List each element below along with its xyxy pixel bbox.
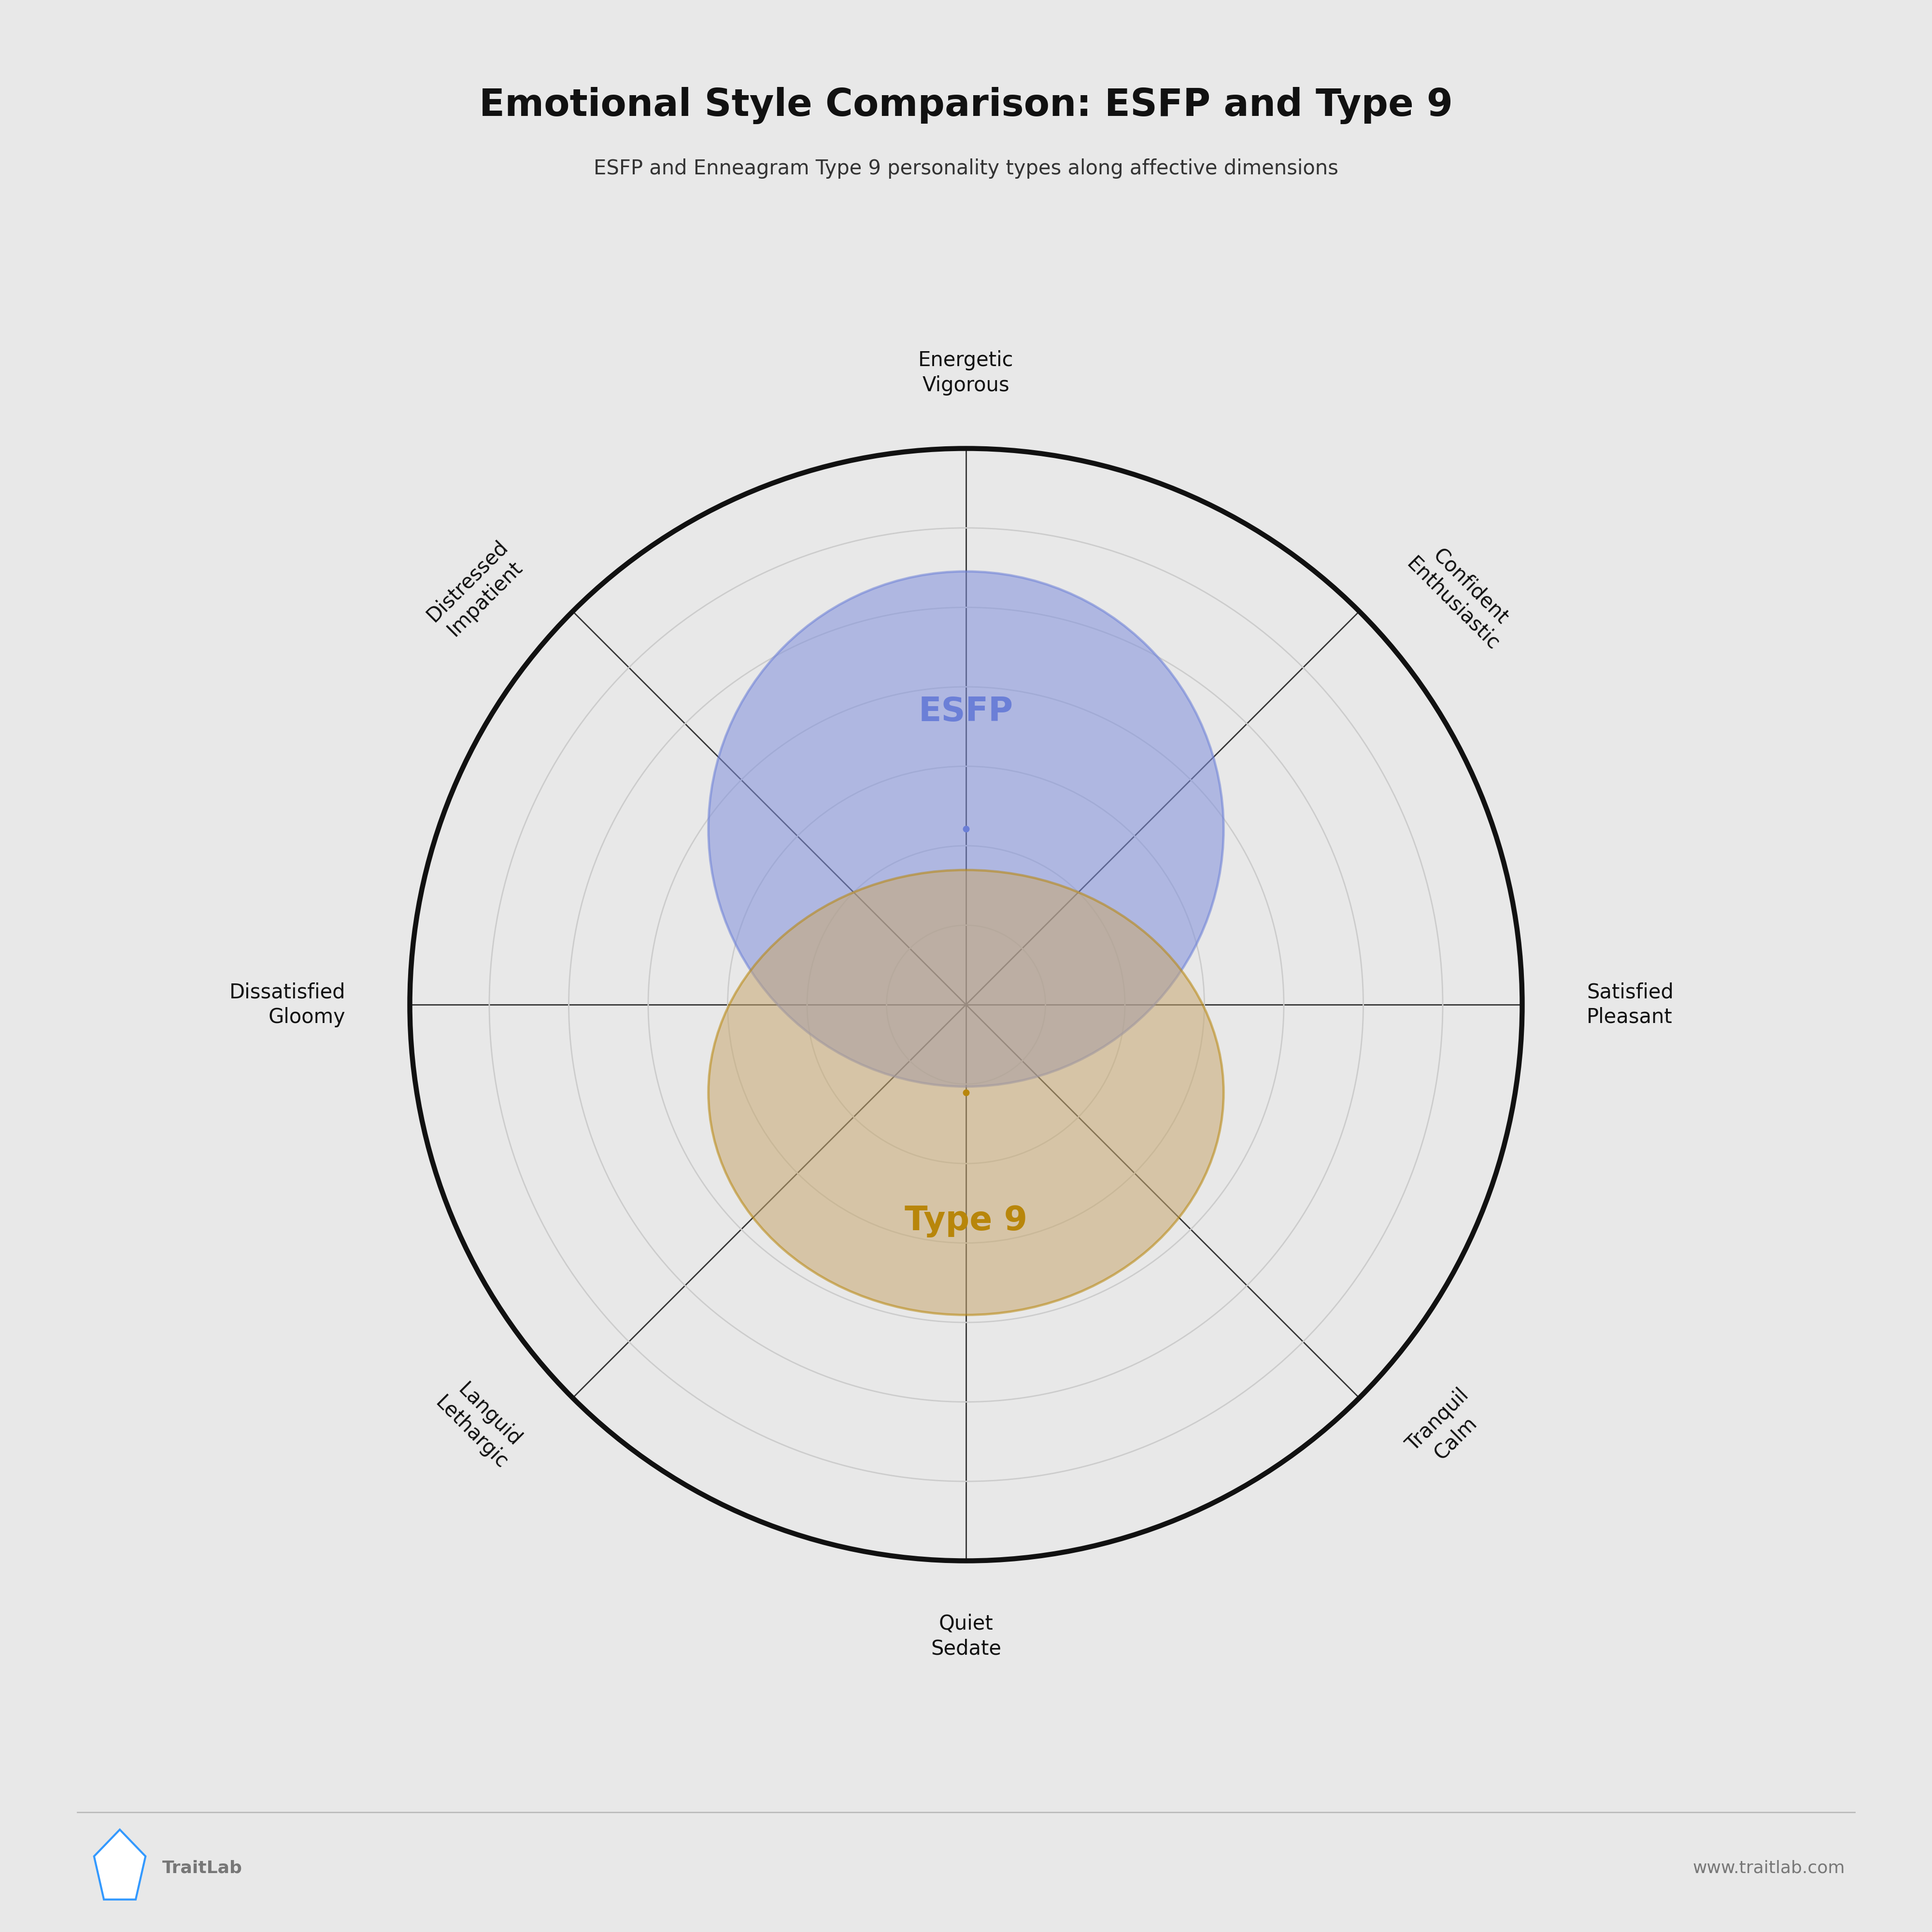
Ellipse shape [709,869,1223,1316]
Text: Languid
Lethargic: Languid Lethargic [431,1376,529,1472]
Text: Tranquil
Calm: Tranquil Calm [1403,1385,1490,1472]
Text: ESFP and Enneagram Type 9 personality types along affective dimensions: ESFP and Enneagram Type 9 personality ty… [593,158,1339,180]
Text: Satisfied
Pleasant: Satisfied Pleasant [1586,981,1673,1028]
Text: Emotional Style Comparison: ESFP and Type 9: Emotional Style Comparison: ESFP and Typ… [479,87,1453,124]
Text: TraitLab: TraitLab [162,1861,242,1876]
Text: Confident
Enthusiastic: Confident Enthusiastic [1403,537,1520,655]
Text: www.traitlab.com: www.traitlab.com [1692,1861,1845,1876]
Polygon shape [95,1830,145,1899]
Text: Distressed
Impatient: Distressed Impatient [423,537,529,643]
Text: Type 9: Type 9 [904,1206,1028,1236]
Text: Dissatisfied
Gloomy: Dissatisfied Gloomy [230,981,346,1028]
Text: Quiet
Sedate: Quiet Sedate [931,1613,1001,1660]
Text: Energetic
Vigorous: Energetic Vigorous [918,350,1014,396]
Text: ESFP: ESFP [918,696,1014,728]
Ellipse shape [709,572,1223,1086]
